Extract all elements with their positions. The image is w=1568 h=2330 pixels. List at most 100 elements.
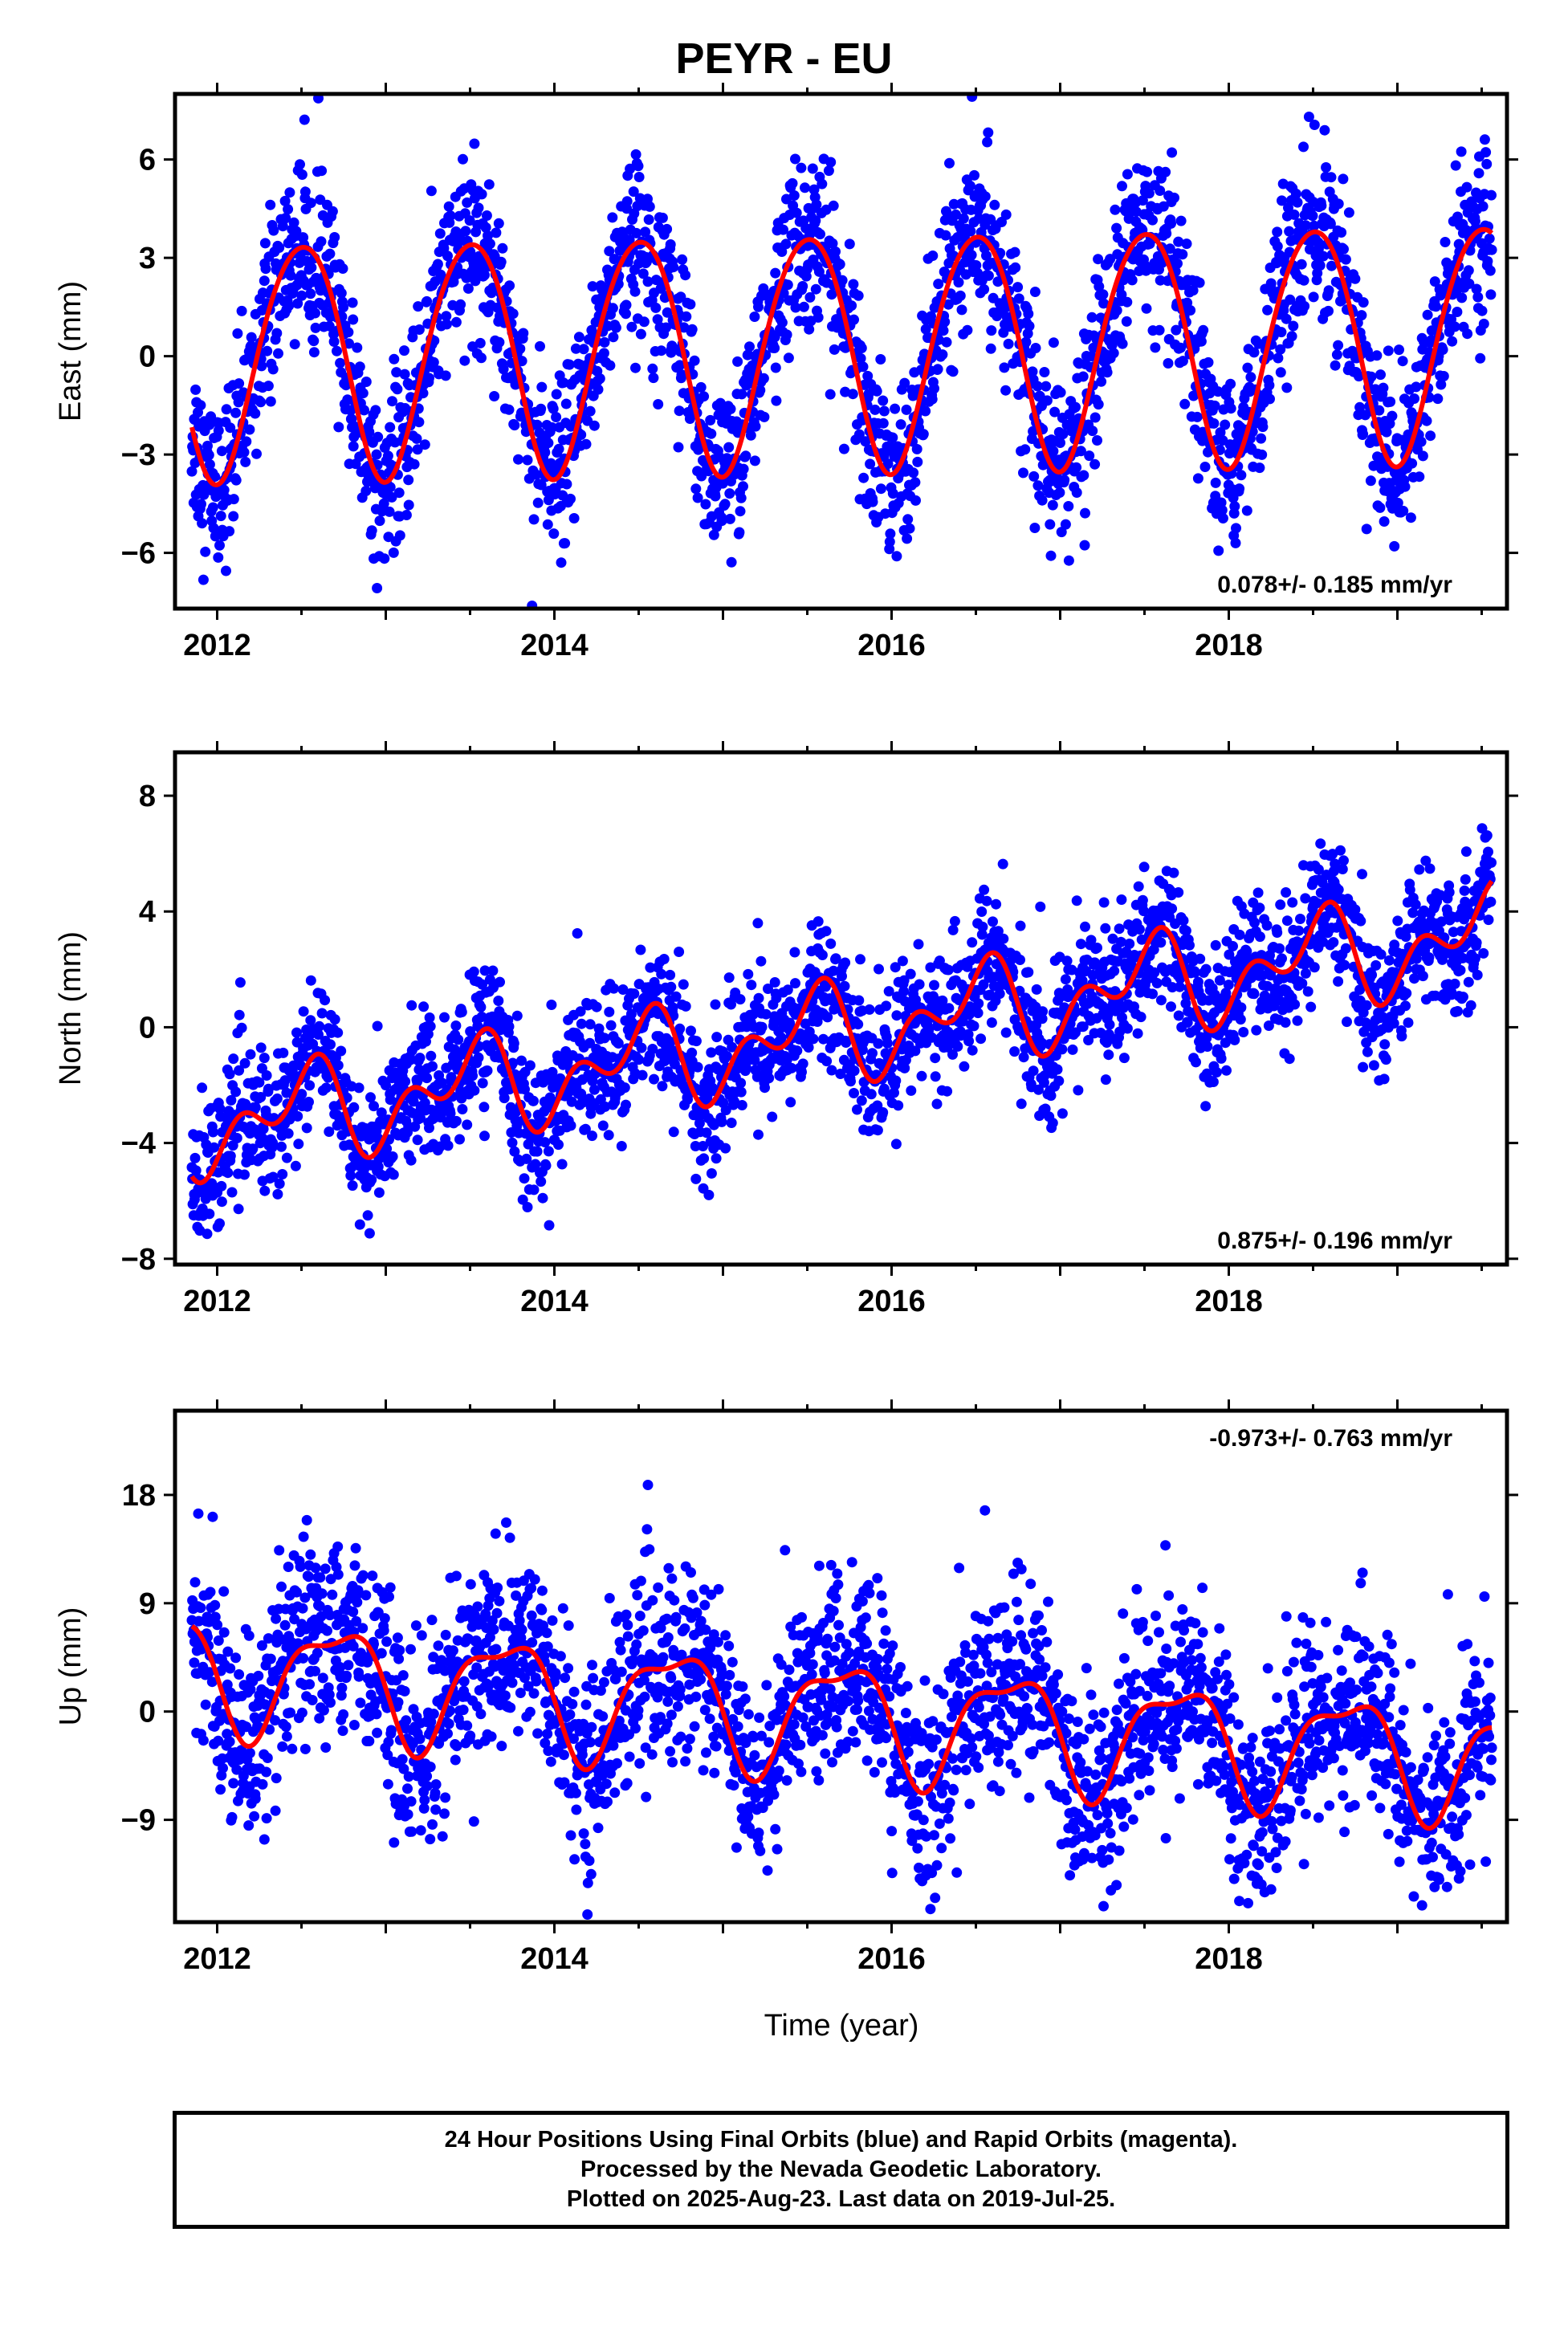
data-point bbox=[564, 359, 575, 370]
data-point bbox=[891, 551, 902, 562]
data-point bbox=[190, 384, 202, 395]
data-point bbox=[1399, 481, 1411, 492]
data-point bbox=[1220, 1037, 1231, 1049]
data-point bbox=[1323, 285, 1334, 296]
data-point bbox=[650, 302, 662, 313]
data-point bbox=[808, 184, 820, 195]
data-point bbox=[384, 506, 395, 517]
data-point bbox=[422, 295, 433, 307]
data-point bbox=[798, 301, 809, 312]
data-point bbox=[636, 1042, 647, 1053]
data-point bbox=[803, 1042, 814, 1053]
data-point bbox=[1114, 923, 1125, 935]
data-point bbox=[637, 268, 649, 279]
data-point bbox=[493, 996, 504, 1006]
data-point bbox=[1277, 953, 1287, 964]
data-point bbox=[927, 251, 939, 261]
data-point bbox=[489, 391, 500, 401]
data-point bbox=[548, 528, 560, 540]
data-point bbox=[813, 916, 824, 927]
data-point bbox=[254, 1077, 265, 1088]
data-point bbox=[481, 210, 492, 221]
data-point bbox=[224, 526, 235, 537]
data-point bbox=[897, 955, 908, 967]
data-point bbox=[899, 377, 910, 389]
data-point bbox=[250, 408, 261, 419]
data-point bbox=[587, 281, 598, 292]
data-point bbox=[1338, 855, 1349, 866]
data-point bbox=[1281, 915, 1293, 927]
data-point bbox=[353, 1082, 365, 1094]
data-point bbox=[1085, 935, 1097, 946]
data-point bbox=[1108, 348, 1119, 359]
data-point bbox=[910, 477, 921, 488]
data-point bbox=[415, 1113, 426, 1124]
data-point bbox=[1086, 351, 1098, 362]
data-point bbox=[1200, 1101, 1212, 1112]
data-point bbox=[853, 290, 864, 301]
data-point bbox=[890, 1139, 902, 1150]
data-point bbox=[373, 431, 384, 442]
data-point bbox=[476, 352, 487, 364]
data-point bbox=[1450, 160, 1461, 171]
data-point bbox=[804, 291, 816, 303]
data-point bbox=[255, 397, 267, 408]
data-point bbox=[867, 496, 878, 507]
data-point bbox=[642, 276, 654, 287]
data-point bbox=[517, 1194, 528, 1205]
data-point bbox=[727, 1041, 738, 1053]
data-point bbox=[1053, 1075, 1065, 1086]
data-point bbox=[1200, 963, 1212, 975]
data-point bbox=[1286, 331, 1297, 342]
data-point bbox=[530, 1077, 541, 1089]
data-point bbox=[997, 858, 1008, 870]
data-point bbox=[553, 443, 564, 454]
data-point bbox=[1210, 939, 1221, 951]
data-point bbox=[495, 256, 507, 267]
data-point bbox=[209, 1142, 220, 1153]
data-point bbox=[570, 343, 581, 354]
data-point bbox=[1173, 236, 1184, 247]
data-point bbox=[619, 1082, 630, 1094]
data-point bbox=[826, 1065, 837, 1076]
data-point bbox=[724, 488, 735, 499]
data-point bbox=[1203, 446, 1213, 458]
data-point bbox=[981, 895, 992, 906]
data-point bbox=[479, 270, 490, 280]
data-point bbox=[1330, 360, 1341, 371]
data-point bbox=[755, 955, 767, 967]
data-point bbox=[1057, 1108, 1068, 1119]
data-point bbox=[388, 1169, 399, 1180]
data-point bbox=[546, 1000, 557, 1010]
data-point bbox=[676, 369, 687, 381]
data-point bbox=[544, 1220, 555, 1231]
data-point bbox=[271, 1093, 283, 1104]
data-point bbox=[299, 186, 311, 198]
data-point bbox=[204, 419, 215, 430]
data-point bbox=[419, 1098, 430, 1109]
data-point bbox=[755, 385, 766, 396]
data-point bbox=[225, 1151, 236, 1162]
data-point bbox=[304, 1080, 316, 1091]
data-point bbox=[308, 336, 320, 347]
data-point bbox=[661, 322, 671, 333]
data-point bbox=[1480, 147, 1492, 158]
data-point bbox=[1080, 507, 1090, 519]
data-point bbox=[226, 1094, 237, 1106]
data-point bbox=[479, 1130, 490, 1142]
data-point bbox=[537, 1192, 548, 1204]
data-point bbox=[1077, 975, 1088, 986]
data-point bbox=[347, 1180, 358, 1191]
data-point bbox=[746, 980, 757, 991]
data-point bbox=[1358, 429, 1369, 440]
data-point bbox=[716, 1116, 727, 1127]
data-point bbox=[710, 491, 721, 502]
data-point bbox=[283, 204, 294, 215]
data-point bbox=[813, 312, 824, 323]
data-point bbox=[413, 301, 424, 312]
data-point bbox=[871, 385, 882, 397]
data-point bbox=[698, 391, 710, 402]
data-point bbox=[1333, 198, 1344, 210]
data-point bbox=[388, 547, 399, 558]
data-point bbox=[1063, 555, 1074, 566]
